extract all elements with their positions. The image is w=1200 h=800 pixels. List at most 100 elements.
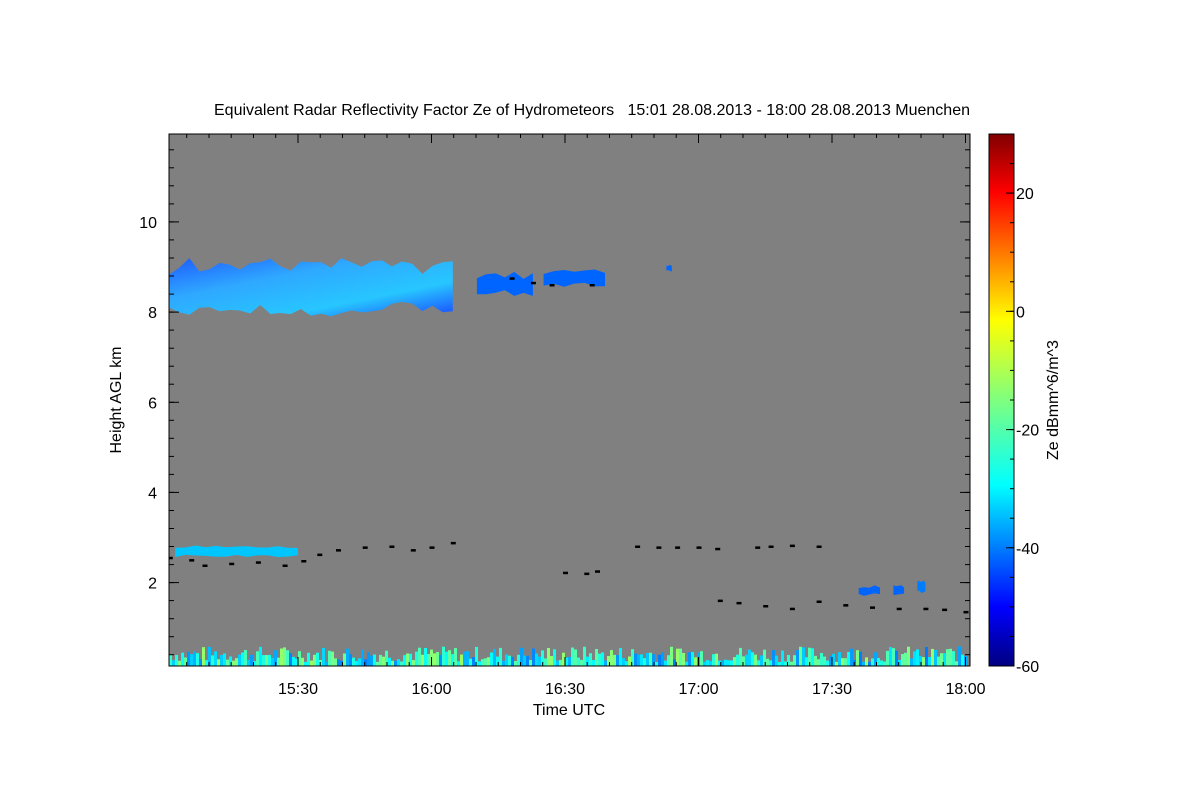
clutter-cell: [610, 650, 613, 666]
clutter-cell: [754, 654, 757, 666]
clutter-cell: [433, 653, 436, 666]
clutter-cell: [565, 657, 568, 666]
clutter-cell: [379, 654, 382, 666]
clutter-cell: [244, 650, 247, 666]
clutter-cell: [451, 654, 454, 666]
clutter-cell: [601, 652, 604, 666]
clutter-cell: [193, 651, 196, 666]
clutter-cell: [220, 655, 223, 666]
clutter-cell: [868, 661, 871, 666]
clutter-cell: [781, 650, 784, 666]
x-tick-label: 17:30: [812, 681, 852, 698]
clutter-cell: [265, 655, 268, 666]
cloud-base-point: [789, 544, 795, 548]
clutter-cell: [532, 648, 535, 666]
clutter-cell: [412, 660, 415, 666]
clutter-cell: [463, 651, 466, 666]
plot-area: 15:30 16:00 16:30 17:00 17:30 18:00 2 4 6 8 10: [139, 133, 986, 698]
clutter-cell: [328, 650, 331, 666]
clutter-cell: [574, 649, 577, 666]
clutter-cell: [823, 656, 826, 666]
echo-cirrus-main: [169, 258, 453, 317]
plot-frame: [168, 133, 971, 667]
clutter-cell: [886, 650, 889, 666]
clutter-cell: [850, 648, 853, 666]
clutter-cell: [571, 647, 574, 666]
clutter-cell: [352, 657, 355, 666]
clutter-cell: [826, 660, 829, 666]
clutter-cell: [229, 656, 232, 666]
clutter-cell: [793, 655, 796, 666]
cloud-base-point: [717, 599, 723, 603]
clutter-cell: [859, 651, 862, 666]
clutter-cell: [709, 661, 712, 666]
clutter-cell: [253, 661, 256, 666]
x-tick-label: 16:30: [545, 681, 585, 698]
clutter-cell: [415, 651, 418, 666]
clutter-cell: [694, 657, 697, 666]
cloud-base-point: [696, 546, 702, 549]
clutter-cell: [382, 656, 385, 666]
clutter-cell: [721, 660, 724, 666]
clutter-cell: [673, 659, 676, 666]
cloud-base-point: [410, 549, 416, 552]
cloud-base-point: [635, 545, 641, 548]
ground-clutter-region: [169, 646, 967, 666]
clutter-cell: [238, 654, 241, 666]
clutter-cell: [592, 660, 595, 666]
colorbar: 20 0 -20 -40 -60 Ze dBmm^6/m^3: [988, 133, 1062, 676]
clutter-cell: [235, 658, 238, 666]
clutter-cell: [907, 646, 910, 666]
clutter-cell: [775, 655, 778, 666]
clutter-cell: [526, 655, 529, 666]
cloud-base-point: [317, 553, 323, 557]
y-tick-label: 8: [148, 305, 157, 322]
clutter-cell: [661, 652, 664, 666]
clutter-cell: [730, 660, 733, 666]
cloud-base-point: [530, 281, 536, 285]
clutter-cell: [676, 648, 679, 666]
clutter-cell: [706, 660, 709, 666]
clutter-cell: [316, 652, 319, 666]
clutter-cell: [817, 659, 820, 666]
cloud-base-point: [923, 607, 929, 611]
clutter-cell: [259, 646, 262, 666]
clutter-cell: [481, 659, 484, 666]
clutter-cell: [778, 662, 781, 666]
clutter-cell: [397, 659, 400, 666]
x-tick-label: 18:00: [945, 681, 985, 698]
clutter-cell: [421, 654, 424, 666]
clutter-cell: [631, 649, 634, 666]
clutter-cell: [655, 662, 658, 666]
clutter-cell: [733, 657, 736, 666]
cloud-base-point: [389, 545, 395, 548]
clutter-cell: [181, 652, 184, 666]
clutter-cell: [418, 647, 421, 666]
clutter-cell: [250, 654, 253, 666]
clutter-cell: [943, 653, 946, 666]
clutter-cell: [361, 649, 364, 666]
clutter-cell: [880, 660, 883, 666]
clutter-cell: [832, 653, 835, 666]
clutter-cell: [298, 651, 301, 666]
clutter-cell: [625, 661, 628, 666]
x-tick-label: 15:30: [278, 681, 318, 698]
clutter-cell: [628, 656, 631, 666]
echo-low-cloud-1: [175, 545, 298, 558]
clutter-cell: [712, 654, 715, 666]
colorbar-tick-label: 0: [1016, 304, 1025, 321]
clutter-cell: [448, 650, 451, 666]
clutter-cell: [913, 651, 916, 666]
clutter-cell: [616, 655, 619, 666]
cloud-base-point: [549, 284, 555, 287]
chart-title: Equivalent Radar Reflectivity Factor Ze …: [214, 102, 970, 119]
clutter-cell: [856, 650, 859, 666]
clutter-cell: [217, 659, 220, 666]
clutter-cell: [262, 655, 265, 666]
clutter-cell: [715, 653, 718, 666]
clutter-cell: [802, 647, 805, 666]
clutter-cell: [289, 653, 292, 666]
clutter-cell: [946, 649, 949, 666]
clutter-cell: [493, 648, 496, 666]
clutter-cell: [727, 660, 730, 666]
